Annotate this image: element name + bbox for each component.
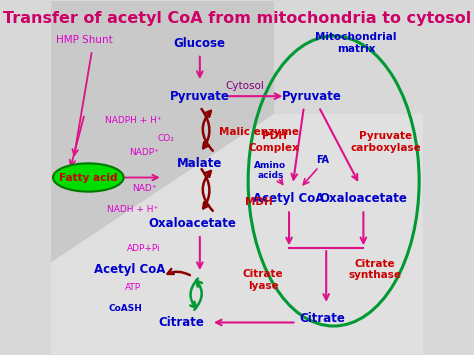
Text: Acetyl CoA: Acetyl CoA (93, 263, 165, 276)
Text: Mitochondrial
matrix: Mitochondrial matrix (315, 32, 397, 54)
Text: HMP Shunt: HMP Shunt (56, 34, 113, 45)
Text: Cytosol: Cytosol (225, 81, 264, 91)
Text: MDH: MDH (246, 197, 273, 207)
Text: NADH + H⁺: NADH + H⁺ (107, 205, 158, 214)
Text: Amino
acids: Amino acids (255, 161, 286, 180)
Text: Glucose: Glucose (174, 37, 226, 50)
Text: NAD⁺: NAD⁺ (132, 184, 156, 193)
Text: Oxaloacetate: Oxaloacetate (148, 217, 237, 230)
Ellipse shape (53, 163, 124, 192)
Polygon shape (51, 1, 274, 262)
Text: CoASH: CoASH (109, 304, 142, 313)
Text: Citrate
lyase: Citrate lyase (243, 269, 283, 291)
Text: NADP⁺: NADP⁺ (129, 148, 159, 157)
Text: Citrate: Citrate (158, 316, 204, 329)
Text: NADPH + H⁺: NADPH + H⁺ (105, 116, 161, 125)
Text: Acetyl CoA: Acetyl CoA (253, 192, 325, 205)
Text: Transfer of acetyl CoA from mitochondria to cytosol: Transfer of acetyl CoA from mitochondria… (3, 11, 471, 26)
Text: Malate: Malate (177, 157, 222, 170)
Text: Pyruvate: Pyruvate (282, 90, 341, 103)
Text: Citrate
synthase: Citrate synthase (348, 259, 401, 280)
Text: Oxaloacetate: Oxaloacetate (319, 192, 407, 205)
Text: Fatty acid: Fatty acid (59, 173, 118, 182)
Text: Pyruvate
carboxylase: Pyruvate carboxylase (350, 131, 421, 153)
Text: CO₂: CO₂ (158, 134, 175, 143)
Text: Pyruvate: Pyruvate (170, 90, 230, 103)
Text: Citrate: Citrate (300, 312, 346, 326)
Polygon shape (51, 114, 423, 354)
Text: ATP: ATP (125, 283, 141, 291)
Text: Malic enzyme: Malic enzyme (219, 126, 299, 137)
Text: FA: FA (316, 155, 329, 165)
Text: ADP+Pi: ADP+Pi (127, 244, 161, 253)
Text: PDH
Complex: PDH Complex (249, 131, 300, 153)
